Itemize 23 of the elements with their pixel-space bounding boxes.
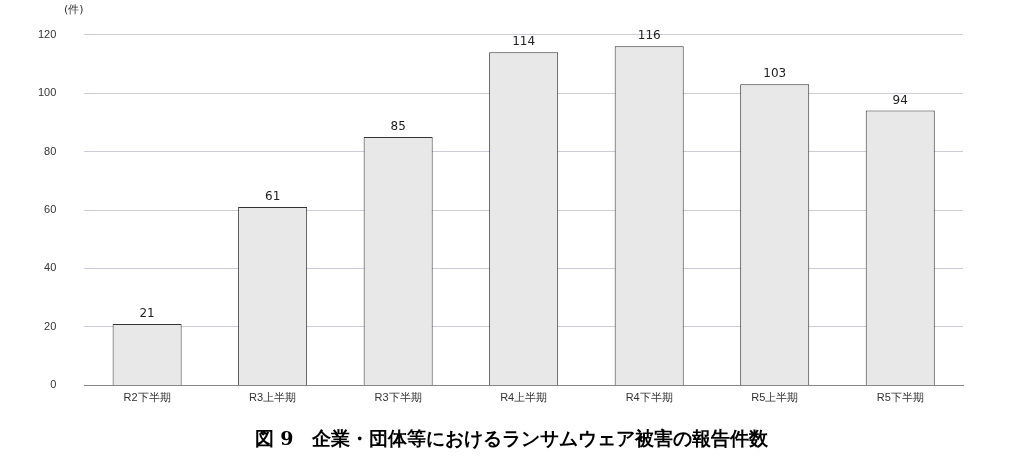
y-tick-label: 60	[44, 203, 57, 216]
data-label: 103	[763, 66, 787, 81]
y-axis-title: (件)	[64, 2, 84, 17]
y-tick-label: 20	[44, 319, 57, 332]
data-label: 114	[512, 34, 536, 49]
x-tick-label: R5上半期	[751, 391, 799, 404]
y-tick-label: 0	[50, 378, 57, 391]
y-tick-label: 100	[37, 86, 57, 99]
x-tick-label: R2下半期	[123, 391, 171, 404]
x-tick-label: R3下半期	[374, 391, 422, 404]
data-label: 116	[637, 28, 661, 43]
x-tick-label: R4上半期	[500, 391, 548, 404]
y-tick-label: 40	[44, 261, 57, 274]
data-label: 94	[892, 92, 908, 107]
y-tick-label: 120	[37, 27, 57, 40]
data-label: 85	[390, 119, 406, 134]
x-tick-label: R3上半期	[249, 391, 297, 404]
x-tick-label: R5下半期	[876, 391, 924, 404]
data-label: 61	[264, 189, 281, 204]
data-label: 21	[139, 306, 155, 321]
x-tick-label: R4下半期	[625, 391, 673, 404]
text: 図 9 企業・団体等におけるランサムウェア被害の報告件数	[253, 426, 770, 451]
y-tick-label: 80	[44, 144, 57, 157]
